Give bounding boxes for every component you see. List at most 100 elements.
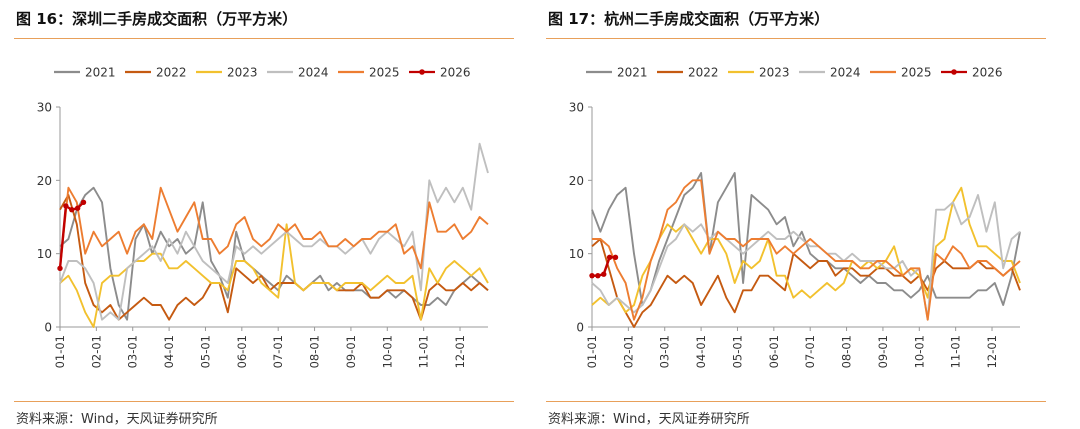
legend-item-2022: 2022 — [657, 66, 719, 80]
chart-legend: 2021 2022 2023 2024 2025 2026 — [586, 66, 1003, 80]
legend-item-2021: 2021 — [54, 66, 116, 80]
title-rule — [546, 38, 1046, 39]
legend-item-2023: 2023 — [196, 66, 258, 80]
legend-item-2023: 2023 — [728, 66, 790, 80]
data-point — [69, 206, 75, 213]
series-line-2024 — [591, 194, 1021, 321]
y-tick-label: 0 — [44, 321, 52, 335]
series-line-2021 — [591, 172, 1021, 306]
legend-item-2024: 2024 — [799, 66, 861, 80]
data-point — [80, 199, 87, 206]
x-tick-label: 12-01 — [985, 335, 999, 368]
data-point — [74, 205, 81, 211]
data-point — [601, 271, 607, 277]
x-tick-label: 03-01 — [658, 335, 672, 368]
x-tick-label: 04-01 — [694, 335, 708, 368]
legend-label: 2022 — [688, 66, 719, 80]
line-chart-hangzhou: 2021 2022 2023 2024 2025 2026 0 10 20 30 01-01 02-0… — [569, 66, 1021, 368]
x-tick-label: 06-01 — [767, 335, 781, 368]
x-tick-label: 08-01 — [840, 335, 854, 368]
series-2024 — [59, 142, 489, 321]
x-tick-label: 12-01 — [453, 335, 467, 368]
x-tick-label: 02-01 — [89, 335, 103, 368]
x-tick-label: 10-01 — [912, 335, 926, 368]
series-2023 — [591, 186, 1021, 314]
legend-label: 2021 — [617, 66, 648, 80]
x-tick-label: 01-01 — [585, 335, 599, 368]
y-tick-label: 30 — [37, 101, 52, 115]
source-note: 资料来源：Wind，天风证券研究所 — [16, 412, 218, 427]
legend-label: 2025 — [901, 66, 932, 80]
legend-label: 2025 — [369, 66, 400, 80]
series-2021 — [591, 172, 1021, 306]
figure-title: 图 17：杭州二手房成交面积（万平方米） — [548, 10, 830, 28]
x-tick-label: 07-01 — [803, 335, 817, 368]
y-tick-label: 20 — [569, 174, 584, 188]
series-2024 — [591, 194, 1021, 321]
source-rule — [14, 401, 514, 402]
series-2026 — [57, 199, 87, 272]
legend-item-2026: 2026 — [941, 66, 1003, 80]
legend-label: 2026 — [972, 66, 1003, 80]
x-tick-label: 11-01 — [417, 335, 431, 368]
legend-item-2025: 2025 — [870, 66, 932, 80]
series-line-2024 — [59, 142, 489, 321]
chart-panel-hangzhou: 图 17：杭州二手房成交面积（万平方米） 2021 2022 2023 2024 202… — [546, 0, 1046, 429]
x-tick-label: 06-01 — [235, 335, 249, 368]
source-note: 资料来源：Wind，天风证券研究所 — [548, 412, 750, 427]
x-tick-label: 08-01 — [308, 335, 322, 368]
legend-label: 2024 — [298, 66, 329, 80]
series-2022 — [591, 238, 1021, 328]
legend-label: 2024 — [830, 66, 861, 80]
x-tick-label: 05-01 — [730, 335, 744, 368]
y-tick-label: 0 — [576, 321, 584, 335]
series-2025 — [592, 179, 1021, 321]
series-line-2022 — [59, 194, 489, 321]
x-tick-label: 05-01 — [198, 335, 212, 368]
legend-item-2026: 2026 — [409, 66, 471, 80]
x-tick-label: 07-01 — [271, 335, 285, 368]
data-point — [63, 203, 69, 209]
chart-panel-shenzhen: 图 16：深圳二手房成交面积（万平方米） 2021 2022 2023 2024 202… — [14, 0, 514, 429]
series-2026 — [589, 254, 619, 279]
series-2022 — [59, 194, 489, 321]
x-tick-label: 04-01 — [162, 335, 176, 368]
y-tick-label: 10 — [37, 247, 52, 261]
series-line-2025 — [592, 179, 1021, 321]
series-2025 — [59, 186, 489, 270]
x-tick-label: 03-01 — [126, 335, 140, 368]
legend-item-2025: 2025 — [338, 66, 400, 80]
y-tick-label: 30 — [569, 101, 584, 115]
legend-label: 2023 — [759, 66, 790, 80]
title-rule — [14, 38, 514, 39]
x-tick-label: 02-01 — [621, 335, 635, 368]
x-tick-label: 09-01 — [344, 335, 358, 368]
x-tick-label: 10-01 — [380, 335, 394, 368]
series-line-2025 — [59, 186, 489, 270]
legend-item-2021: 2021 — [586, 66, 648, 80]
legend-item-2024: 2024 — [267, 66, 329, 80]
data-point — [606, 254, 613, 261]
line-chart-shenzhen: 2021 2022 2023 2024 2025 2026 0 10 20 30 01-01 02-0… — [37, 66, 489, 368]
legend-marker — [419, 69, 425, 75]
figure-title: 图 16：深圳二手房成交面积（万平方米） — [16, 10, 298, 28]
y-tick-label: 10 — [569, 247, 584, 261]
data-point — [595, 272, 601, 279]
legend-marker — [951, 69, 957, 75]
y-tick-label: 20 — [37, 174, 52, 188]
data-point — [589, 272, 595, 279]
source-rule — [546, 401, 1046, 402]
x-tick-label: 01-01 — [53, 335, 67, 368]
series-line-2023 — [591, 186, 1021, 314]
legend-item-2022: 2022 — [125, 66, 187, 80]
legend-label: 2022 — [156, 66, 187, 80]
legend-label: 2021 — [85, 66, 116, 80]
x-tick-label: 09-01 — [876, 335, 890, 368]
chart-legend: 2021 2022 2023 2024 2025 2026 — [54, 66, 471, 80]
data-point — [612, 254, 619, 261]
legend-label: 2026 — [440, 66, 471, 80]
series-line-2022 — [591, 238, 1021, 328]
data-point — [57, 265, 63, 272]
x-tick-label: 11-01 — [949, 335, 963, 368]
legend-label: 2023 — [227, 66, 258, 80]
